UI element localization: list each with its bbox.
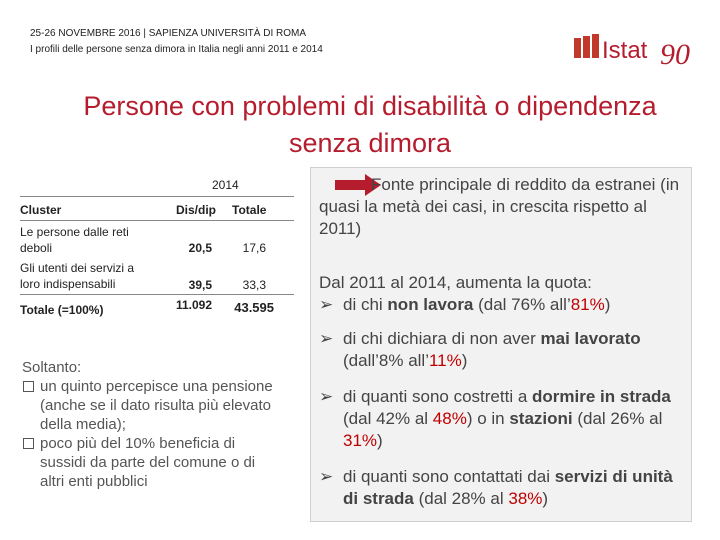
row-1-totale: 17,6 <box>242 241 266 255</box>
b3-bold-2: stazioni <box>509 409 573 428</box>
checkbox-bullet-icon <box>23 381 34 392</box>
b2-pre: di chi dichiara di non aver <box>343 329 541 348</box>
income-source-text: Fonte principale di reddito da estranei … <box>319 175 680 238</box>
b1-pre: di chi <box>343 295 388 314</box>
row-2-label-line-1: Gli utenti dei servizi a <box>20 261 135 275</box>
logo-block-1 <box>574 38 581 58</box>
table-header-disdip: Dis/dip <box>176 203 217 217</box>
b4-mid: (dal 28% al <box>413 489 509 508</box>
table-header-cluster: Cluster <box>20 203 62 217</box>
b2-mid: (dall’8% all’ <box>343 351 429 370</box>
b3-bold-1: dormire in strada <box>532 387 671 406</box>
row-1-disdip: 20,5 <box>188 241 212 255</box>
b3-end: ) <box>377 431 383 450</box>
logo-number: 90 <box>660 38 690 71</box>
row-2-label-line-2: loro indispensabili <box>20 277 116 291</box>
row-2-totale: 33,3 <box>242 278 266 292</box>
bullet-non-lavora: ➢ di chi non lavora (dal 76% all’81%) <box>319 294 687 316</box>
right-arrow-icon <box>335 174 381 196</box>
b3-mid-1: (dal 42% al <box>343 409 433 428</box>
b2-bold: mai lavorato <box>540 329 641 348</box>
arrow-bullet-icon: ➢ <box>319 387 334 406</box>
b2-value: 11% <box>428 351 462 370</box>
b2-end: ) <box>461 351 468 370</box>
b3-pre: di quanti sono costretti a <box>343 387 533 406</box>
row-2-disdip: 39,5 <box>188 278 212 292</box>
arrow-bullet-icon: ➢ <box>319 329 334 348</box>
row-1-label-line-2: deboli <box>20 241 53 255</box>
logo-block-3 <box>592 34 599 58</box>
b3-mid-3: (dal 26% al <box>572 409 663 428</box>
b4-value: 38% <box>508 489 543 508</box>
b1-value: 81% <box>570 295 605 314</box>
note-item-1: un quinto percepisce una pensione (anche… <box>22 377 282 434</box>
b1-bold: non lavora <box>387 295 474 314</box>
title-line-2: senza dimora <box>288 128 452 158</box>
checkbox-bullet-icon <box>23 438 34 449</box>
title-line-1: Persone con problemi di disabilità o dip… <box>83 91 657 121</box>
logo-block-2 <box>583 36 590 58</box>
note-item-2: poco più del 10% beneficia di sussidi da… <box>22 434 282 491</box>
table-header-rule <box>20 220 294 221</box>
table-header-totale: Totale <box>232 203 267 217</box>
total-disdip: 11.092 <box>175 298 212 312</box>
b3-value-2: 31% <box>343 431 378 450</box>
total-label: Totale (=100%) <box>20 303 104 317</box>
trend-intro: Dal 2011 al 2014, aumenta la quota: <box>319 273 592 292</box>
b4-bold: servizi di unità di strada <box>343 467 673 508</box>
bullet-dormire-in-strada: ➢ di quanti sono costretti a dormire in … <box>319 386 687 452</box>
table-row-label: Gli utenti dei servizi a loro indispensa… <box>20 260 170 292</box>
bullet-servizi-di-strada: ➢ di quanti sono contattati dai servizi … <box>319 466 687 510</box>
b1-end: ) <box>604 295 611 314</box>
total-totale: 43.595 <box>234 300 274 315</box>
arrow-bullet-icon: ➢ <box>319 295 334 314</box>
findings-panel: Fonte principale di reddito da estranei … <box>310 167 692 522</box>
note-intro: Soltanto: <box>22 359 82 376</box>
header-line-2: I profili delle persone senza dimora in … <box>30 44 323 55</box>
b4-end: ) <box>542 489 549 508</box>
note-block: Soltanto: un quinto percepisce una pensi… <box>22 358 282 491</box>
b3-mid-2: ) o in <box>466 409 510 428</box>
arrow-bullet-icon: ➢ <box>319 467 334 486</box>
table-total-rule <box>20 294 294 295</box>
row-1-label-line-1: Le persone dalle reti <box>20 225 129 239</box>
table-top-rule <box>20 196 294 197</box>
table-row-label: Le persone dalle reti deboli <box>20 224 170 256</box>
header-line-1: 25-26 NOVEMBRE 2016 | SAPIENZA UNIVERSIT… <box>30 28 307 39</box>
bullet-mai-lavorato: ➢ di chi dichiara di non aver mai lavora… <box>319 328 687 372</box>
note-item-1-text: un quinto percepisce una pensione (anche… <box>40 378 273 433</box>
b4-pre: di quanti sono contattati dai <box>343 467 555 486</box>
b1-mid: (dal 76% all’ <box>473 295 571 314</box>
logo-text: Istat <box>602 37 648 64</box>
b3-value-1: 48% <box>432 409 467 428</box>
page-title: Persone con problemi di disabilità o dip… <box>40 88 700 162</box>
table-year: 2014 <box>212 178 239 192</box>
note-item-2-text: poco più del 10% beneficia di sussidi da… <box>40 435 256 490</box>
istat-logo: Istat 90 <box>574 34 690 71</box>
